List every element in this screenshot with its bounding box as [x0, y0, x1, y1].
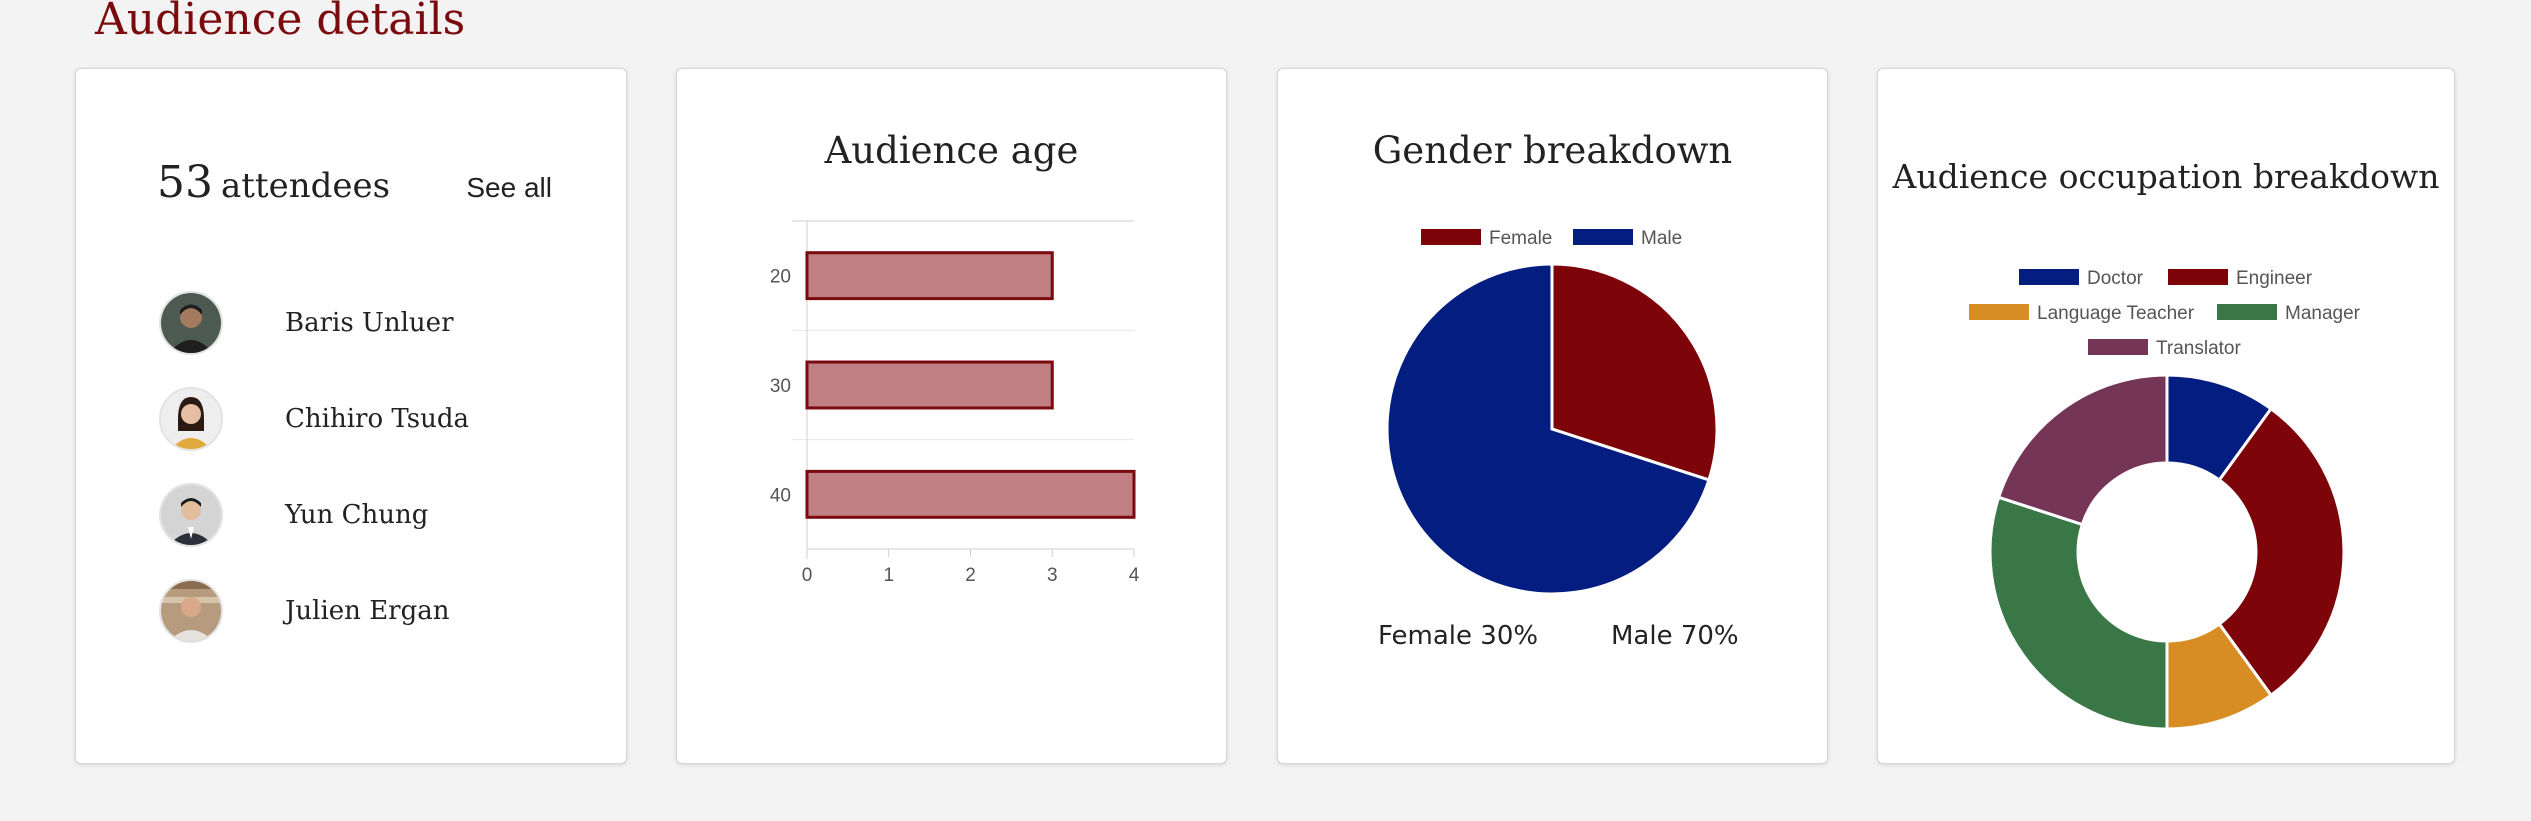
legend-swatch [2168, 269, 2228, 285]
y-tick-label: 30 [770, 376, 791, 397]
legend-swatch [1573, 229, 1633, 245]
avatar [159, 291, 223, 355]
attendees-summary: 53 attendees [157, 157, 390, 208]
legend-label: Doctor [2087, 268, 2144, 289]
male-percentage: Male 70% [1611, 621, 1739, 651]
legend-swatch [2019, 269, 2079, 285]
slice-translator [1996, 373, 2169, 527]
audience-age-card: Audience age 0 1 2 3 4 20 30 40 [676, 68, 1227, 764]
slice-engineer [2217, 406, 2346, 698]
legend-swatch [2217, 304, 2277, 320]
x-tick-label: 3 [1047, 565, 1058, 586]
occupation-breakdown-card: Audience occupation breakdown Doctor Engi… [1877, 68, 2455, 764]
attendees-card: 53 attendees See all Baris Unluer Chihiro… [75, 68, 627, 764]
legend-label: Translator [2156, 338, 2241, 359]
attendee-row[interactable]: Julien Ergan [159, 579, 469, 643]
bar [805, 360, 1054, 410]
gender-pie-chart: Female Male [1385, 228, 1719, 596]
x-tick-label: 4 [1129, 565, 1140, 586]
bar [805, 469, 1136, 519]
see-all-link[interactable]: See all [466, 172, 552, 203]
bar [805, 251, 1054, 301]
slice-female [1550, 262, 1719, 482]
gender-breakdown-card: Gender breakdown Female Male Female 30% M… [1277, 68, 1828, 764]
attendee-name: Chihiro Tsuda [285, 404, 470, 434]
page-title: Audience details [95, 0, 466, 45]
x-tick-label: 2 [965, 565, 976, 586]
legend-swatch [2088, 339, 2148, 355]
y-tick-label: 40 [770, 485, 791, 506]
legend-swatch [1969, 304, 2029, 320]
attendees-label: attendees [221, 166, 391, 206]
age-bar-chart: 0 1 2 3 4 20 30 40 [770, 220, 1140, 586]
avatar [159, 387, 223, 451]
attendee-row[interactable]: Yun Chung [159, 483, 469, 547]
slice-male [1385, 262, 1711, 596]
occupation-doughnut-chart: Doctor Engineer Language Teacher Manager Tra… [1969, 268, 2361, 731]
attendee-name: Yun Chung [285, 500, 429, 530]
avatar [159, 579, 223, 643]
x-tick-label: 1 [883, 565, 894, 586]
slice-manager [1988, 495, 2169, 731]
card-title: Gender breakdown [1372, 129, 1733, 172]
avatar [159, 483, 223, 547]
legend-label: Manager [2285, 303, 2361, 324]
female-percentage: Female 30% [1378, 621, 1539, 651]
legend-label: Language Teacher [2037, 303, 2195, 324]
attendees-count: 53 [157, 157, 213, 208]
card-title: Audience occupation breakdown [1892, 157, 2440, 196]
card-title: Audience age [824, 129, 1079, 172]
attendee-row[interactable]: Chihiro Tsuda [159, 387, 469, 451]
x-tick-label: 0 [802, 565, 813, 586]
legend-label: Male [1641, 228, 1682, 249]
attendees-header: 53 attendees See all [157, 157, 552, 208]
attendee-name: Julien Ergan [285, 596, 450, 626]
legend-label: Engineer [2236, 268, 2313, 289]
y-tick-label: 20 [770, 267, 791, 288]
attendee-list: Baris Unluer Chihiro Tsuda Yun Chung Jul… [159, 291, 469, 675]
attendee-name: Baris Unluer [285, 308, 454, 338]
legend-swatch [1421, 229, 1481, 245]
attendee-row[interactable]: Baris Unluer [159, 291, 469, 355]
legend-label: Female [1489, 228, 1552, 249]
